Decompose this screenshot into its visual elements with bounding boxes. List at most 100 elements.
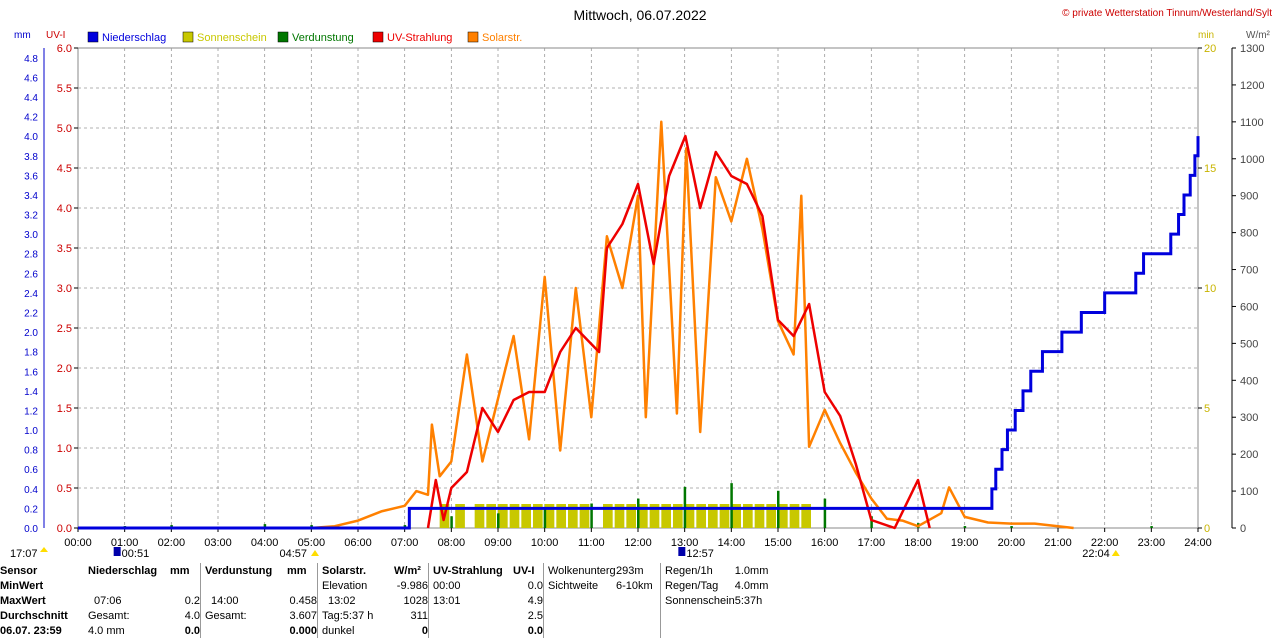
x-tick-label: 12:00: [624, 537, 652, 549]
mm-tick-label: 1.4: [24, 387, 38, 398]
sunshine-bar: [649, 504, 660, 528]
sunrise-icon: [311, 550, 319, 556]
sonnenschein-value: 5:37h: [734, 594, 763, 607]
evaporation-bar: [497, 513, 500, 528]
precipitation-line: [78, 136, 1200, 530]
mm-tick-label: 1.2: [24, 406, 38, 417]
min-tick-label: 20: [1204, 43, 1216, 55]
niederschlag-unit: mm: [170, 564, 190, 577]
min-tick-label: 15: [1204, 163, 1216, 175]
solar-elevation-label: Elevation: [317, 578, 394, 593]
mm-tick-label: 1.6: [24, 367, 38, 378]
legend-swatch: [87, 31, 99, 43]
wm2-tick-label: 0: [1240, 523, 1246, 535]
stats-table: Sensor Niederschlag mm Verdunstung mm So…: [0, 563, 783, 638]
x-tick-label: 01:00: [111, 537, 139, 549]
uv-min-value: 0.0: [527, 579, 543, 592]
sunshine-bar: [719, 504, 730, 528]
uv-tick-label: 6.0: [57, 43, 72, 55]
legend-label: Niederschlag: [102, 32, 166, 44]
sunshine-bar: [801, 504, 811, 528]
legend-label: UV-Strahlung: [387, 32, 452, 44]
marker-label-noon: 12:57: [686, 548, 714, 560]
wm2-tick-label: 800: [1240, 228, 1258, 240]
evaporation-bar: [823, 498, 827, 528]
x-tick-label: 24:00: [1184, 537, 1212, 549]
legend-swatch: [372, 31, 384, 43]
x-tick-label: 14:00: [718, 537, 746, 549]
sicht-value: 6-10km: [616, 579, 653, 592]
sunset-icon: [1111, 550, 1120, 556]
x-tick-label: 21:00: [1044, 537, 1072, 549]
sunshine-bar: [486, 504, 496, 528]
sunshine-bar: [556, 504, 566, 528]
evaporation-bar: [590, 503, 593, 528]
mm-tick-label: 4.4: [24, 93, 38, 104]
solar-tag: 311: [410, 609, 428, 622]
sicht-label: Sichtweite: [543, 578, 616, 593]
legend-label: Sonnenschein: [197, 32, 267, 44]
sonnenschein-label: Sonnenschein: [659, 593, 735, 608]
niederschlag-max: 0.2: [184, 594, 200, 607]
mm-tick-label: 2.6: [24, 269, 38, 280]
solar-elevation-value: -9.986: [396, 579, 428, 592]
niederschlag-gesamt: 4.0: [184, 609, 200, 622]
verdunstung-gesamt: 3.607: [289, 609, 317, 622]
axis-label-min: min: [1198, 30, 1214, 41]
uv-tick-label: 0.5: [57, 483, 72, 495]
x-tick-label: 19:00: [951, 537, 979, 549]
row-label: MaxWert: [0, 594, 46, 607]
solar-dunkel-label: dunkel: [317, 623, 394, 638]
sunshine-bar: [743, 504, 753, 528]
uv-title: UV-Strahlung: [428, 563, 513, 578]
uv-unit: UV-I: [513, 564, 535, 577]
chart-grid: [77, 47, 1199, 529]
weather-chart: 0.0 0.2 0.4 0.6 0.8 1.0 1.2 1.4 1.6 1.8 2.0 2.2 2.4 2…: [10, 7, 1272, 560]
sunshine-bar: [521, 504, 531, 528]
marker-label-sunset: 22:04: [1082, 548, 1110, 560]
sunshine-bar: [614, 504, 625, 528]
evaporation-bar: [263, 524, 267, 528]
wm2-tick-label: 100: [1240, 486, 1258, 498]
wm2-tick-label: 400: [1240, 375, 1258, 387]
mm-tick-label: 3.6: [24, 171, 38, 182]
x-tick-label: 11:00: [578, 537, 605, 549]
solar-tag-label: Tag:5:37 h: [317, 608, 394, 623]
sunshine-bar: [533, 504, 543, 528]
moon-icon: [113, 547, 121, 556]
row-label: 06.07. 23:59: [0, 624, 62, 637]
legend-label: Solarstr.: [482, 32, 522, 44]
uv-max: 4.9: [527, 594, 543, 607]
sunshine-bar: [509, 504, 520, 528]
evaporation-bar: [870, 516, 873, 528]
legend-swatch: [182, 31, 194, 43]
wm2-tick-label: 900: [1240, 191, 1258, 203]
sunshine-bar: [626, 504, 636, 528]
sunshine-bar: [568, 504, 578, 528]
marker-label-dawn: 00:51: [122, 548, 150, 560]
noon-icon: [678, 547, 686, 556]
wm2-tick-label: 300: [1240, 412, 1258, 424]
series-lines: [78, 120, 1200, 530]
wm2-tick-label: 500: [1240, 338, 1258, 350]
uv-tick-label: 5.0: [57, 123, 72, 135]
solar-max-time: 13:02: [317, 593, 394, 608]
mm-tick-label: 0.6: [24, 465, 38, 476]
uv-tick-label: 2.0: [57, 363, 72, 375]
axis-label-mm: mm: [14, 30, 31, 41]
solar-dunkel: 0: [421, 624, 428, 637]
mm-tick-label: 2.0: [24, 328, 38, 339]
axis-label-uv: UV-I: [46, 30, 65, 41]
evaporation-bar: [1010, 526, 1013, 528]
sun-up-icon: [40, 547, 48, 552]
uv-line: [426, 134, 931, 530]
niederschlag-max-time: 07:06: [94, 594, 122, 607]
legend-swatch: [467, 31, 479, 43]
legend-label: Verdunstung: [292, 32, 354, 44]
x-tick-label: 09:00: [484, 537, 512, 549]
axis-label-wm2: W/m²: [1246, 30, 1271, 41]
mm-tick-label: 2.2: [24, 308, 38, 319]
solar-max: 1028: [403, 594, 428, 607]
mm-tick-label: 0.0: [24, 524, 38, 535]
right-axes: 0510152001002003004005006007008009001000…: [1198, 43, 1264, 535]
